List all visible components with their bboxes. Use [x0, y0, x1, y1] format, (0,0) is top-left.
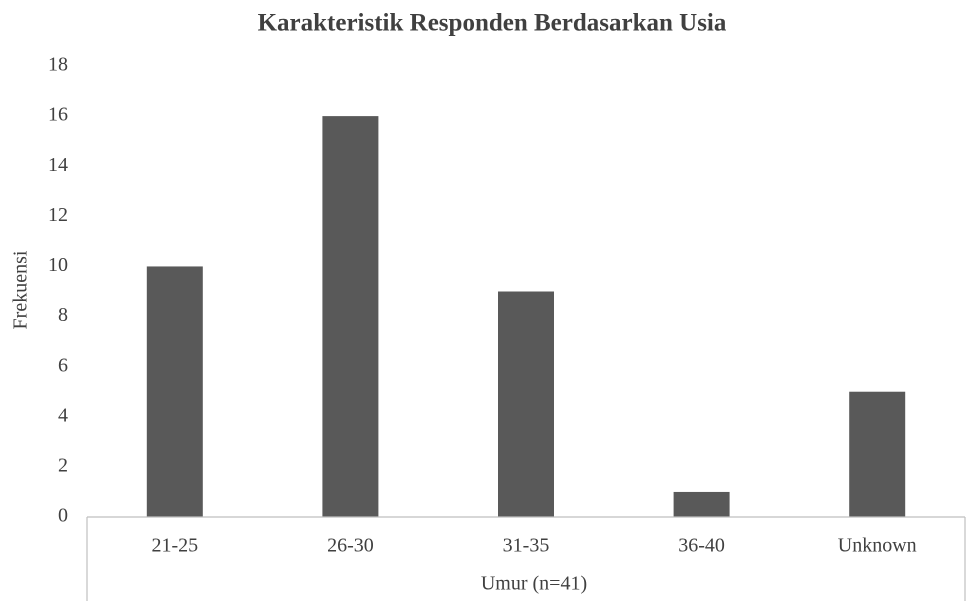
- y-tick-label: 6: [58, 354, 68, 376]
- bar: [673, 491, 730, 517]
- y-tick-label: 4: [58, 404, 68, 426]
- bar: [146, 266, 203, 517]
- y-tick-label: 12: [48, 204, 68, 226]
- y-tick-label: 10: [48, 254, 68, 276]
- x-axis-label: Umur (n=41): [481, 573, 587, 595]
- y-tick-label: 2: [58, 454, 68, 476]
- bar: [849, 391, 906, 517]
- y-tick-label: 0: [58, 505, 68, 527]
- chart-title: Karakteristik Responden Berdasarkan Usia: [258, 10, 727, 37]
- y-tick-label: 16: [48, 104, 68, 126]
- y-tick-label: 14: [48, 154, 68, 176]
- bar: [498, 291, 554, 517]
- x-tick-label: 36-40: [678, 535, 725, 557]
- x-tick-label: 31-35: [503, 535, 550, 557]
- x-tick-label: 26-30: [327, 535, 374, 557]
- x-tick-label: Unknown: [838, 535, 917, 557]
- y-axis-label: Frekuensi: [10, 250, 32, 329]
- y-tick-label: 8: [58, 304, 68, 326]
- bar: [322, 116, 379, 517]
- y-tick-label: 18: [48, 54, 68, 76]
- x-tick-label: 21-25: [151, 535, 198, 557]
